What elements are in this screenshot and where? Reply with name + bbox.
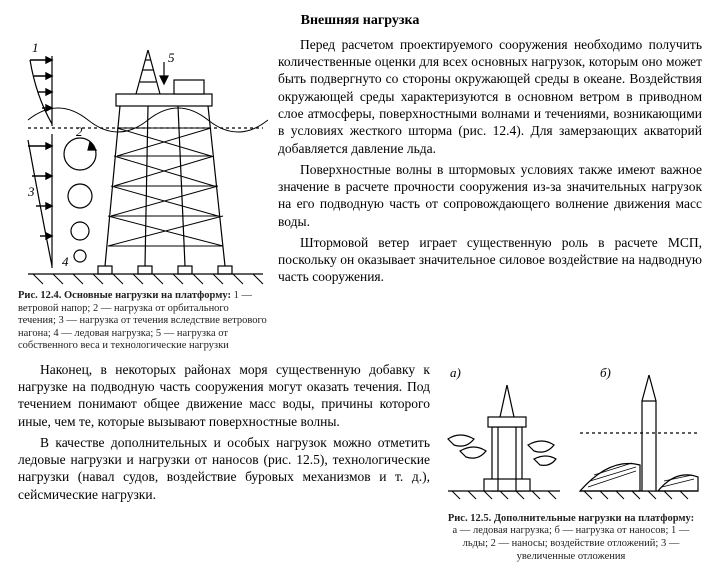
paragraph-1: Перед расчетом проектируемого сооружения… <box>278 36 702 157</box>
row-bottom: Наконец, в некоторых районах моря сущест… <box>18 361 702 563</box>
figure-12-5-caption-title: Рис. 12.5. Дополнительные нагрузки на пл… <box>448 513 694 524</box>
figure-12-5: а) б) Рис. 12.5. Дополнительные нагрузки… <box>440 361 702 563</box>
fig1-label-1: 1 <box>32 40 39 55</box>
additional-loads-diagram-icon: а) б) <box>440 361 702 511</box>
fig2-label-b: б) <box>600 365 611 380</box>
row-top: 1 2 3 4 5 Рис. 12.4. Основные нагрузки н… <box>18 36 702 353</box>
figure-12-5-caption-body: а — ледовая нагрузка; б — нагрузка от на… <box>453 525 690 561</box>
figure-12-4-caption: Рис. 12.4. Основные нагрузки на платформ… <box>18 290 268 353</box>
fig1-label-2: 2 <box>76 124 83 139</box>
paragraph-2: Поверхностные волны в штормовых условиях… <box>278 161 702 230</box>
figure-12-4: 1 2 3 4 5 Рис. 12.4. Основные нагрузки н… <box>18 36 268 353</box>
figure-12-5-caption: Рис. 12.5. Дополнительные нагрузки на пл… <box>440 513 702 563</box>
fig1-label-3: 3 <box>27 184 35 199</box>
fig2-label-a: а) <box>450 365 461 380</box>
paragraph-3: Штормовой ветер играет существенную роль… <box>278 234 702 286</box>
text-column-bottom: Наконец, в некоторых районах моря сущест… <box>18 361 430 563</box>
paragraph-5: В качестве дополнительных и особых нагру… <box>18 434 430 503</box>
platform-diagram-icon: 1 2 3 4 5 <box>18 36 268 288</box>
fig1-label-5: 5 <box>168 50 175 65</box>
fig1-label-4: 4 <box>62 254 69 269</box>
text-column-top: Перед расчетом проектируемого сооружения… <box>278 36 702 353</box>
figure-12-4-caption-title: Рис. 12.4. Основные нагрузки на платформ… <box>18 290 231 301</box>
page-title: Внешняя нагрузка <box>18 12 702 30</box>
paragraph-4: Наконец, в некоторых районах моря сущест… <box>18 361 430 430</box>
